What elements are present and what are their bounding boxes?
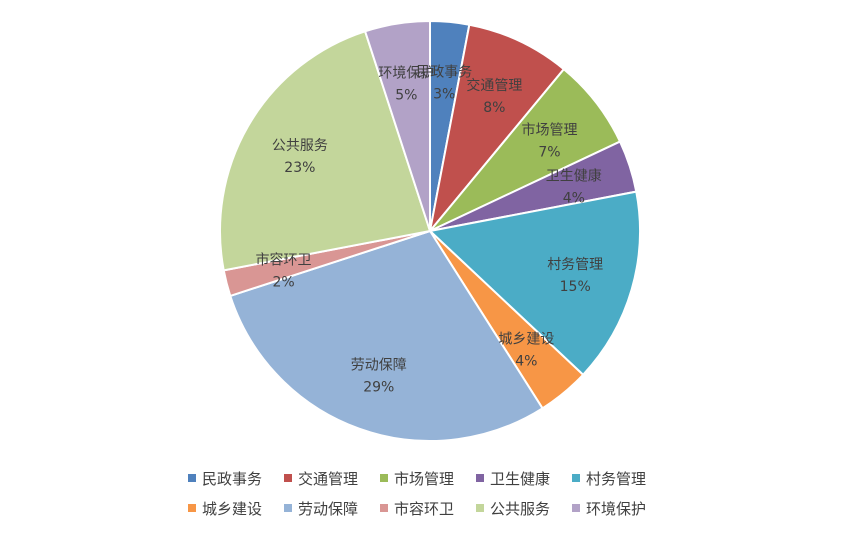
pie-slice-9 xyxy=(219,30,432,272)
legend-item: 交通管理 xyxy=(284,468,380,488)
legend-swatch xyxy=(572,504,580,512)
legend-swatch xyxy=(572,474,580,482)
slice-percent-label: 4% xyxy=(563,190,585,206)
legend-item: 城乡建设 xyxy=(188,498,284,518)
legend-item: 公共服务 xyxy=(476,498,572,518)
legend-label: 交通管理 xyxy=(298,469,359,488)
slice-category-label: 卫生健康 xyxy=(546,167,602,184)
pie-slice-5 xyxy=(427,190,641,377)
legend-label: 市容环卫 xyxy=(394,499,455,518)
legend-item: 环境保护 xyxy=(572,498,668,518)
legend-label: 劳动保障 xyxy=(298,499,359,518)
legend-item: 卫生健康 xyxy=(476,468,572,488)
legend-swatch xyxy=(284,474,292,482)
slice-percent-label: 4% xyxy=(515,354,537,370)
slice-category-label: 市容环卫 xyxy=(256,252,312,269)
slice-category-label: 城乡建设 xyxy=(498,332,554,348)
slice-percent-label: 23% xyxy=(284,160,315,176)
slice-percent-label: 15% xyxy=(560,279,591,295)
slice-percent-label: 5% xyxy=(395,88,417,104)
legend-item: 村务管理 xyxy=(572,468,668,488)
slice-category-label: 交通管理 xyxy=(466,77,522,94)
slice-percent-label: 7% xyxy=(538,144,560,160)
slice-percent-label: 8% xyxy=(483,100,505,116)
slice-category-label: 市场管理 xyxy=(521,121,577,138)
slice-category-label: 公共服务 xyxy=(272,138,328,154)
legend-item: 劳动保障 xyxy=(284,498,380,518)
slice-percent-label: 3% xyxy=(433,86,455,102)
legend-label: 市场管理 xyxy=(394,469,455,488)
pie-slices xyxy=(219,19,641,442)
pie-slice-10 xyxy=(363,19,431,232)
legend-label: 环境保护 xyxy=(586,499,647,518)
legend-item: 民政事务 xyxy=(188,468,284,488)
slice-percent-label: 29% xyxy=(363,379,394,395)
legend-swatch xyxy=(284,504,292,512)
pie-slice-2 xyxy=(429,23,566,232)
legend-label: 城乡建设 xyxy=(202,499,263,518)
slice-category-label: 劳动保障 xyxy=(351,357,407,373)
legend-swatch xyxy=(380,474,388,482)
legend-swatch xyxy=(188,504,196,512)
legend-swatch xyxy=(476,504,484,512)
slice-category-label: 村务管理 xyxy=(547,257,603,273)
slice-category-label: 环境保护 xyxy=(378,66,434,82)
chart-legend: 民政事务 交通管理 市场管理 卫生健康 村务管理城乡建设 劳动保障 市容环卫 公共服务 环境保护 xyxy=(188,468,688,518)
legend-label: 公共服务 xyxy=(490,499,551,518)
legend-label: 民政事务 xyxy=(202,469,263,488)
legend-swatch xyxy=(380,504,388,512)
legend-item: 市容环卫 xyxy=(380,498,476,518)
legend-label: 村务管理 xyxy=(586,469,647,488)
slice-percent-label: 2% xyxy=(272,275,294,291)
pie-data-labels: 民政事务 3% 交通管理 8% 市场管理 7% 卫生健康 4% 村务管理 15% 城乡建设 4% 劳动保… xyxy=(256,64,604,395)
legend-label: 卫生健康 xyxy=(490,469,551,488)
legend-swatch xyxy=(188,474,196,482)
slice-category-label: 民政事务 xyxy=(416,64,472,80)
pie-slice-7 xyxy=(229,229,544,442)
legend-swatch xyxy=(476,474,484,482)
legend-item: 市场管理 xyxy=(380,468,476,488)
